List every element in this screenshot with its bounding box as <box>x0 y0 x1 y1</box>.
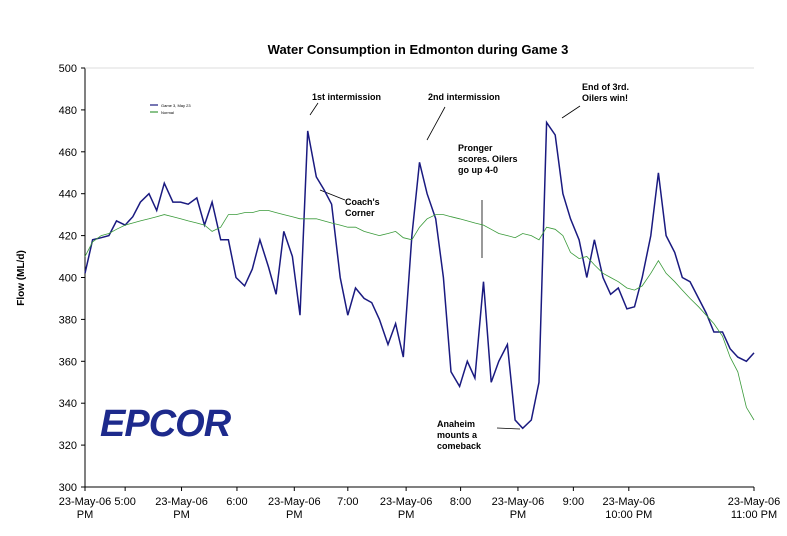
x-tick-label: 9:00 <box>563 496 584 508</box>
y-tick-label: 400 <box>59 273 77 285</box>
annotation: Pronger scores. Oilers go up 4-0 <box>458 143 518 175</box>
y-tick-label: 440 <box>59 189 77 201</box>
y-tick-label: 500 <box>59 63 77 75</box>
annotation: End of 3rd. Oilers win! <box>582 82 629 103</box>
x-tick-label: 7:00 <box>337 496 358 508</box>
x-tick-label: 23-May-06 11:00 PM <box>728 496 781 521</box>
y-tick-label: 320 <box>59 440 77 452</box>
logo: EPCOR <box>100 403 232 445</box>
y-tick-label: 420 <box>59 231 77 243</box>
y-tick-label: 480 <box>59 105 77 117</box>
x-tick-label: 6:00 <box>226 496 247 508</box>
x-tick-label: 8:00 <box>450 496 471 508</box>
legend-label: Game 3, May 23 <box>161 103 191 108</box>
legend-label: Normal <box>161 110 174 115</box>
y-tick-label: 460 <box>59 147 77 159</box>
x-tick-label: 23-May-06 PM <box>492 496 545 521</box>
y-tick-label: 300 <box>59 482 77 494</box>
x-tick-label: 23-May-06 10:00 PM <box>603 496 656 521</box>
y-tick-label: 360 <box>59 356 77 368</box>
annotation: 2nd intermission <box>428 92 501 102</box>
annotation-arrows <box>309 102 581 430</box>
x-tick-label: 23-May-06 PM <box>268 496 321 521</box>
annotation: Anaheim mounts a comeback <box>437 419 482 451</box>
x-tick-label: 23-May-06 PM <box>380 496 433 521</box>
y-axis-label: Flow (ML/d) <box>16 250 27 306</box>
x-tick-label: 5:00 <box>114 496 135 508</box>
x-tick-label: 23-May-06 PM <box>155 496 208 521</box>
chart-title: Water Consumption in Edmonton during Gam… <box>268 42 569 57</box>
legend: Game 3, May 23 Normal <box>148 100 210 118</box>
annotation: Coach's Corner <box>345 197 380 218</box>
y-tick-label: 340 <box>59 398 77 410</box>
x-tick-label: 23-May-06 PM <box>59 496 112 521</box>
series-line <box>84 210 755 421</box>
legend-box <box>148 100 210 118</box>
annotation: 1st intermission <box>312 92 382 102</box>
series-line <box>84 120 755 430</box>
y-tick-label: 380 <box>59 314 77 326</box>
